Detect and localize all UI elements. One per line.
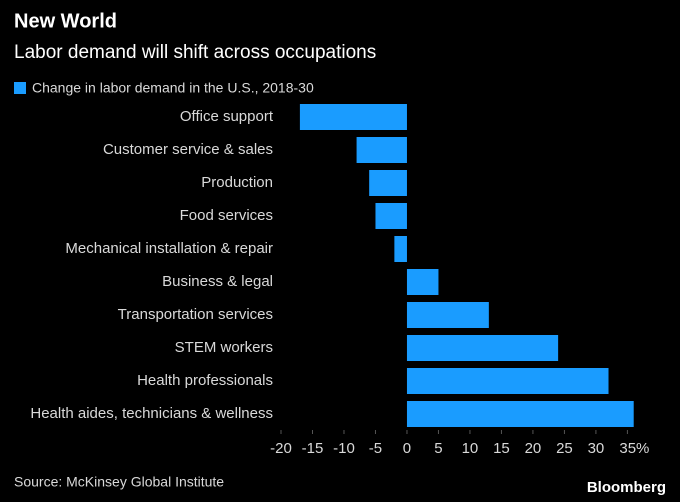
brand: Bloomberg: [587, 479, 666, 496]
x-tick-label: -5: [369, 440, 382, 457]
x-tick-label: 30: [588, 440, 605, 457]
chart-subtitle: Labor demand will shift across occupatio…: [14, 42, 376, 63]
y-tick-label: Business & legal: [162, 273, 273, 290]
bar: [406, 302, 489, 328]
source: Source: McKinsey Global Institute: [14, 474, 224, 490]
bar: [375, 203, 407, 229]
bar: [369, 170, 407, 196]
y-tick-label: Food services: [180, 207, 273, 224]
bar: [406, 335, 559, 361]
bar: [406, 368, 609, 394]
x-tick-label: 25: [556, 440, 573, 457]
x-tick-label: 0: [403, 440, 411, 457]
bar: [394, 236, 407, 262]
y-tick-label: Production: [201, 174, 273, 191]
bar: [356, 137, 407, 163]
y-tick-label: STEM workers: [175, 339, 273, 356]
y-tick-label: Health professionals: [137, 372, 273, 389]
bar: [406, 269, 439, 295]
x-tick-label: 15: [493, 440, 510, 457]
legend-swatch: [14, 82, 26, 94]
y-tick-label: Health aides, technicians & wellness: [30, 405, 273, 422]
chart-title: New World: [14, 10, 117, 32]
y-tick-label: Transportation services: [118, 306, 273, 323]
x-tick-label: 10: [462, 440, 479, 457]
y-tick-label: Office support: [180, 108, 274, 125]
x-tick-label: -15: [302, 440, 324, 457]
x-tick-label: -10: [333, 440, 355, 457]
y-tick-label: Customer service & sales: [103, 141, 273, 158]
bar: [406, 401, 634, 427]
bar: [299, 104, 407, 130]
legend-label: Change in labor demand in the U.S., 2018…: [32, 80, 314, 96]
y-tick-label: Mechanical installation & repair: [65, 240, 273, 257]
x-tick-label: 20: [525, 440, 542, 457]
x-tick-label: -20: [270, 440, 292, 457]
x-tick-label: 5: [434, 440, 442, 457]
x-tick-label: 35%: [619, 440, 649, 457]
